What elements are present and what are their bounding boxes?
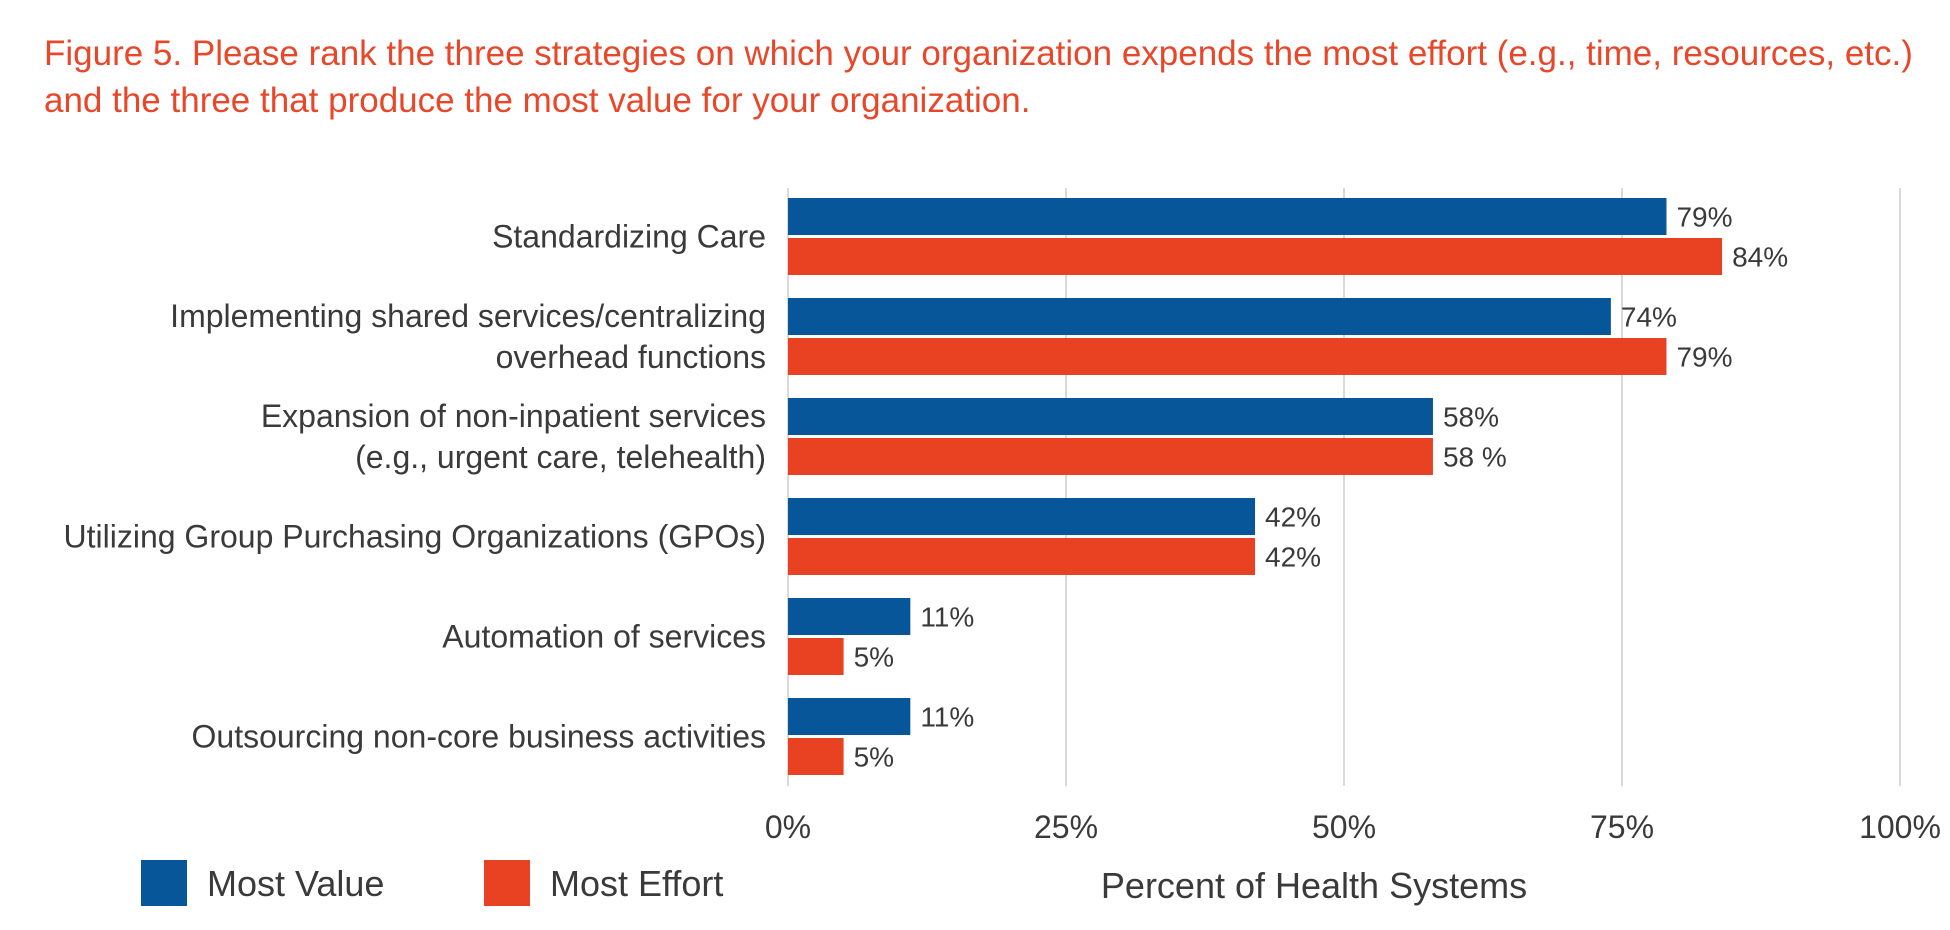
category-label: Outsourcing non-core business activities <box>192 719 767 755</box>
data-label: 58% <box>1443 402 1499 433</box>
legend-label: Most Value <box>207 863 384 904</box>
bar <box>788 298 1611 335</box>
data-label: 79% <box>1676 202 1732 233</box>
x-tick-label: 0% <box>765 809 811 845</box>
category-label: Standardizing Care <box>492 219 766 255</box>
x-tick-label: 25% <box>1034 809 1098 845</box>
data-label: 58 % <box>1443 442 1507 473</box>
gridlines <box>787 188 1901 786</box>
bar <box>788 638 844 675</box>
bar <box>788 238 1723 275</box>
data-label: 5% <box>854 742 894 773</box>
data-label: 79% <box>1676 342 1732 373</box>
bar <box>788 498 1256 535</box>
bar <box>788 198 1667 235</box>
x-tick-labels: 0% 25% 50% 75% 100% <box>765 809 1941 845</box>
category-label: Expansion of non-inpatient services <box>261 398 766 434</box>
data-label: 42% <box>1265 502 1321 533</box>
data-label: 84% <box>1732 242 1788 273</box>
legend: Most Value Most Effort <box>141 860 723 906</box>
bar <box>788 738 844 775</box>
category-label: Implementing shared services/centralizin… <box>170 298 766 334</box>
x-tick-label: 100% <box>1859 809 1941 845</box>
data-label: 74% <box>1621 302 1677 333</box>
bar <box>788 598 911 635</box>
data-label: 42% <box>1265 542 1321 573</box>
bar <box>788 698 911 735</box>
bar <box>788 398 1433 435</box>
category-label: Utilizing Group Purchasing Organizations… <box>64 519 767 555</box>
x-axis-title: Percent of Health Systems <box>1101 865 1527 906</box>
category-label: overhead functions <box>496 339 766 375</box>
category-label: (e.g., urgent care, telehealth) <box>355 439 766 475</box>
chart-title: Figure 5. Please rank the three strategi… <box>44 34 1913 120</box>
x-tick-label: 50% <box>1312 809 1376 845</box>
bars <box>788 198 1723 775</box>
x-tick-label: 75% <box>1590 809 1654 845</box>
bar <box>788 338 1667 375</box>
legend-label: Most Effort <box>550 863 723 904</box>
category-label: Automation of services <box>442 619 766 655</box>
category-labels: Standardizing Care Implementing shared se… <box>64 219 767 755</box>
value-labels: 79%84%74%79%58%58 %42%42%11%5%11%5% <box>854 202 1789 773</box>
legend-swatch <box>484 860 530 906</box>
data-label: 5% <box>854 642 894 673</box>
data-label: 11% <box>920 602 974 633</box>
legend-swatch <box>141 860 187 906</box>
bar <box>788 538 1256 575</box>
bar <box>788 438 1433 475</box>
data-label: 11% <box>920 702 974 733</box>
